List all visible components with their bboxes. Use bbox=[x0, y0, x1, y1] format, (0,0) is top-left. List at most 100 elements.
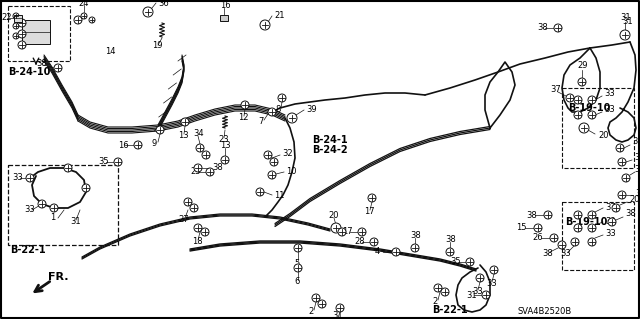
Circle shape bbox=[38, 200, 46, 208]
Circle shape bbox=[264, 151, 272, 159]
Circle shape bbox=[490, 266, 498, 274]
Circle shape bbox=[201, 228, 209, 236]
Text: 35: 35 bbox=[450, 257, 461, 266]
Text: 32: 32 bbox=[282, 149, 292, 158]
Text: 28: 28 bbox=[354, 238, 365, 247]
Circle shape bbox=[134, 141, 142, 149]
Text: B-22-1: B-22-1 bbox=[432, 305, 468, 315]
Circle shape bbox=[18, 30, 26, 38]
Text: 37: 37 bbox=[550, 85, 561, 94]
Bar bbox=[8, 165, 118, 245]
Circle shape bbox=[544, 211, 552, 219]
Circle shape bbox=[476, 274, 484, 282]
Text: 36: 36 bbox=[158, 0, 169, 8]
Text: 38: 38 bbox=[537, 24, 548, 33]
Text: 15: 15 bbox=[516, 224, 527, 233]
Circle shape bbox=[578, 78, 586, 86]
Text: 33: 33 bbox=[605, 229, 616, 239]
Text: 18: 18 bbox=[192, 238, 203, 247]
Circle shape bbox=[260, 20, 270, 30]
Text: 21: 21 bbox=[274, 11, 285, 19]
Text: 38: 38 bbox=[445, 234, 456, 243]
Text: 10: 10 bbox=[286, 167, 296, 175]
Text: 31: 31 bbox=[466, 291, 477, 300]
Circle shape bbox=[588, 211, 596, 219]
Bar bbox=[562, 202, 634, 270]
Text: 1: 1 bbox=[50, 213, 55, 222]
Circle shape bbox=[256, 188, 264, 196]
Text: 33: 33 bbox=[472, 287, 483, 296]
Circle shape bbox=[441, 288, 449, 296]
Circle shape bbox=[616, 144, 624, 152]
Text: 2: 2 bbox=[432, 298, 437, 307]
Bar bbox=[562, 88, 634, 168]
Text: 11: 11 bbox=[274, 191, 285, 201]
Circle shape bbox=[618, 158, 626, 166]
Text: B-24-1: B-24-1 bbox=[312, 135, 348, 145]
Text: 17: 17 bbox=[342, 227, 353, 236]
Circle shape bbox=[618, 191, 626, 199]
Text: 30: 30 bbox=[605, 217, 616, 226]
Circle shape bbox=[368, 194, 376, 202]
Text: B-19-10: B-19-10 bbox=[565, 217, 607, 227]
Text: 12: 12 bbox=[238, 114, 248, 122]
Circle shape bbox=[74, 16, 82, 24]
Text: FR.: FR. bbox=[48, 272, 68, 282]
Circle shape bbox=[294, 244, 302, 252]
Circle shape bbox=[620, 30, 630, 40]
Text: 4: 4 bbox=[375, 248, 380, 256]
Text: 3: 3 bbox=[634, 165, 639, 174]
Text: 33: 33 bbox=[634, 152, 640, 161]
Text: 35: 35 bbox=[98, 158, 109, 167]
Text: 33: 33 bbox=[24, 205, 35, 214]
Circle shape bbox=[358, 228, 366, 236]
Circle shape bbox=[26, 174, 34, 182]
Text: 20: 20 bbox=[328, 211, 339, 219]
Circle shape bbox=[331, 223, 341, 233]
Circle shape bbox=[446, 248, 454, 256]
Text: 31: 31 bbox=[622, 18, 632, 26]
Text: 33: 33 bbox=[632, 137, 640, 146]
Circle shape bbox=[482, 291, 490, 299]
Circle shape bbox=[579, 123, 589, 133]
Circle shape bbox=[82, 184, 90, 192]
Circle shape bbox=[13, 13, 19, 19]
Text: B-24-10: B-24-10 bbox=[8, 67, 51, 77]
Text: B-22-1: B-22-1 bbox=[10, 245, 45, 255]
Circle shape bbox=[89, 17, 95, 23]
Circle shape bbox=[312, 294, 320, 302]
Text: 9: 9 bbox=[152, 139, 157, 149]
Text: 31: 31 bbox=[70, 218, 81, 226]
Circle shape bbox=[278, 94, 286, 102]
Circle shape bbox=[13, 33, 19, 39]
Circle shape bbox=[294, 264, 302, 272]
Bar bbox=[8, 6, 70, 61]
Circle shape bbox=[114, 158, 122, 166]
Circle shape bbox=[156, 126, 164, 134]
Text: 27: 27 bbox=[178, 216, 189, 225]
Text: B-24-2: B-24-2 bbox=[312, 145, 348, 155]
Circle shape bbox=[184, 198, 192, 206]
Circle shape bbox=[411, 244, 419, 252]
Circle shape bbox=[64, 164, 72, 172]
Text: 38: 38 bbox=[635, 189, 640, 198]
Circle shape bbox=[13, 23, 19, 29]
Circle shape bbox=[392, 248, 400, 256]
Circle shape bbox=[18, 41, 26, 49]
Circle shape bbox=[143, 7, 153, 17]
Text: 13: 13 bbox=[220, 140, 230, 150]
Text: 7: 7 bbox=[258, 117, 264, 127]
Text: 13: 13 bbox=[178, 131, 189, 140]
Circle shape bbox=[466, 258, 474, 266]
Circle shape bbox=[196, 144, 204, 152]
Circle shape bbox=[566, 94, 574, 102]
Circle shape bbox=[588, 238, 596, 246]
Text: B-19-10: B-19-10 bbox=[568, 103, 611, 113]
Circle shape bbox=[194, 224, 202, 232]
Circle shape bbox=[190, 204, 198, 212]
Circle shape bbox=[206, 168, 214, 176]
Text: 29: 29 bbox=[577, 62, 588, 70]
Text: 25: 25 bbox=[190, 167, 200, 176]
Text: 5: 5 bbox=[294, 258, 300, 268]
Text: 39: 39 bbox=[306, 105, 317, 114]
